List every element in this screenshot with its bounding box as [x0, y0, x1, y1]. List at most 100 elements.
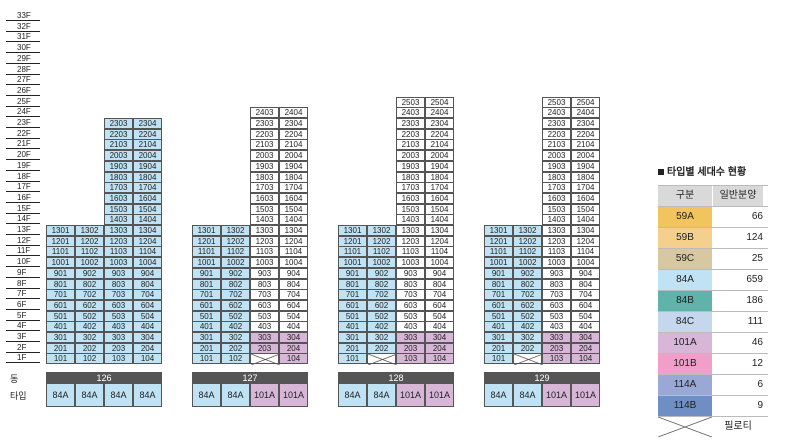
- unit-cell: 802: [75, 278, 104, 290]
- unit-cell: 2003: [542, 150, 571, 162]
- unit-cell: 601: [192, 299, 221, 311]
- unit-cell: 1903: [396, 160, 425, 172]
- legend-type: 84A: [658, 270, 713, 290]
- unit-cell: 403: [104, 321, 133, 333]
- unit-cell: 1803: [396, 171, 425, 183]
- unit-cell: 2204: [133, 128, 162, 140]
- type-cell: 84A: [192, 383, 221, 407]
- unit-cell: 303: [396, 332, 425, 343]
- unit-cell: 1301: [192, 225, 221, 236]
- unit-cell: 1202: [221, 235, 250, 247]
- unit-cell: 1103: [542, 246, 571, 258]
- unit-cell: 503: [542, 310, 571, 322]
- unit-cell: 1302: [75, 225, 104, 236]
- unit-cell: 404: [425, 321, 454, 333]
- unit-cell: 603: [250, 299, 279, 311]
- pilotis-x-icon: [657, 416, 713, 438]
- dong-number: 128: [338, 372, 454, 384]
- legend-type: 101B: [658, 354, 713, 374]
- unit-cell: 701: [338, 289, 367, 301]
- unit-cell: 604: [571, 299, 600, 311]
- unit-cell: 701: [484, 289, 513, 301]
- unit-cell: 2004: [425, 150, 454, 162]
- unit-cell: 203: [250, 342, 279, 354]
- unit-cell: 904: [279, 267, 308, 279]
- unit-cell: 1304: [133, 225, 162, 236]
- unit-cell: 502: [75, 310, 104, 322]
- type-cell: 101A: [571, 383, 600, 407]
- unit-cell: 104: [571, 353, 600, 365]
- unit-cell: 602: [513, 299, 542, 311]
- unit-cell: 103: [542, 353, 571, 365]
- floor-label: 21F: [6, 138, 40, 150]
- unit-cell: 704: [133, 289, 162, 301]
- unit-cell: 1503: [542, 203, 571, 215]
- type-cell: 84A: [221, 383, 250, 407]
- floor-label: 11F: [6, 245, 40, 257]
- floor-label: 15F: [6, 203, 40, 214]
- unit-cell: 1804: [571, 171, 600, 183]
- unit-cell: 403: [542, 321, 571, 333]
- unit-cell: 1904: [133, 160, 162, 172]
- unit-cell: 2104: [133, 139, 162, 151]
- unit-cell: 1804: [279, 171, 308, 183]
- unit-cell: 2103: [396, 139, 425, 151]
- floor-label: 7F: [6, 288, 40, 300]
- unit-cell: 202: [221, 342, 250, 354]
- unit-cell: 1304: [279, 225, 308, 236]
- unit-cell: 202: [367, 342, 396, 354]
- unit-cell: 1202: [75, 235, 104, 247]
- floor-label: 30F: [6, 42, 40, 54]
- legend-type: 구분: [658, 186, 713, 206]
- unit-cell: 1104: [425, 246, 454, 258]
- unit-cell: 1004: [571, 257, 600, 269]
- unit-cell: 501: [46, 310, 75, 322]
- unit-cell: 2204: [425, 128, 454, 140]
- unit-cell: 1202: [367, 235, 396, 247]
- unit-cell: 204: [571, 342, 600, 354]
- unit-cell: 202: [513, 342, 542, 354]
- dong-number: 127: [192, 372, 308, 384]
- unit-cell: 801: [484, 278, 513, 290]
- unit-cell: 504: [571, 310, 600, 322]
- unit-cell: 1204: [571, 235, 600, 247]
- unit-cell: 2304: [279, 118, 308, 129]
- unit-cell: 2103: [104, 139, 133, 151]
- type-cell: 84A: [338, 383, 367, 407]
- floor-label: 5F: [6, 310, 40, 321]
- unit-cell: 404: [571, 321, 600, 333]
- unit-cell: 302: [513, 332, 542, 343]
- legend-row: 101A 46: [658, 332, 768, 355]
- unit-cell: 1404: [133, 214, 162, 226]
- unit-cell: 702: [221, 289, 250, 301]
- floor-label: 13F: [6, 224, 40, 235]
- unit-cell: 301: [192, 332, 221, 343]
- unit-cell: 1604: [133, 192, 162, 204]
- unit-cell: 103: [104, 353, 133, 365]
- dong-number: 129: [484, 372, 600, 384]
- unit-cell: 1101: [46, 246, 75, 258]
- unit-cell: 404: [133, 321, 162, 333]
- unit-cell: 1004: [425, 257, 454, 269]
- unit-cell: 1003: [542, 257, 571, 269]
- unit-cell: 2303: [104, 118, 133, 129]
- unit-cell: 2204: [571, 128, 600, 140]
- legend-type: 114A: [658, 375, 713, 395]
- legend-count: 66: [751, 211, 763, 222]
- floor-label: 14F: [6, 213, 40, 225]
- unit-cell: 1002: [367, 257, 396, 269]
- floor-label: 18F: [6, 171, 40, 182]
- unit-cell: 104: [425, 353, 454, 365]
- unit-cell: 1201: [192, 235, 221, 247]
- pilotis-cell: [513, 353, 543, 366]
- legend-row: 114B 9: [658, 395, 768, 418]
- unit-cell: 602: [221, 299, 250, 311]
- legend-title-text: 타입별 세대수 현황: [667, 167, 747, 178]
- unit-cell: 902: [221, 267, 250, 279]
- unit-cell: 1304: [425, 225, 454, 236]
- unit-cell: 1503: [250, 203, 279, 215]
- unit-cell: 1303: [396, 225, 425, 236]
- unit-cell: 1704: [133, 182, 162, 194]
- unit-cell: 201: [46, 342, 75, 354]
- unit-cell: 303: [250, 332, 279, 343]
